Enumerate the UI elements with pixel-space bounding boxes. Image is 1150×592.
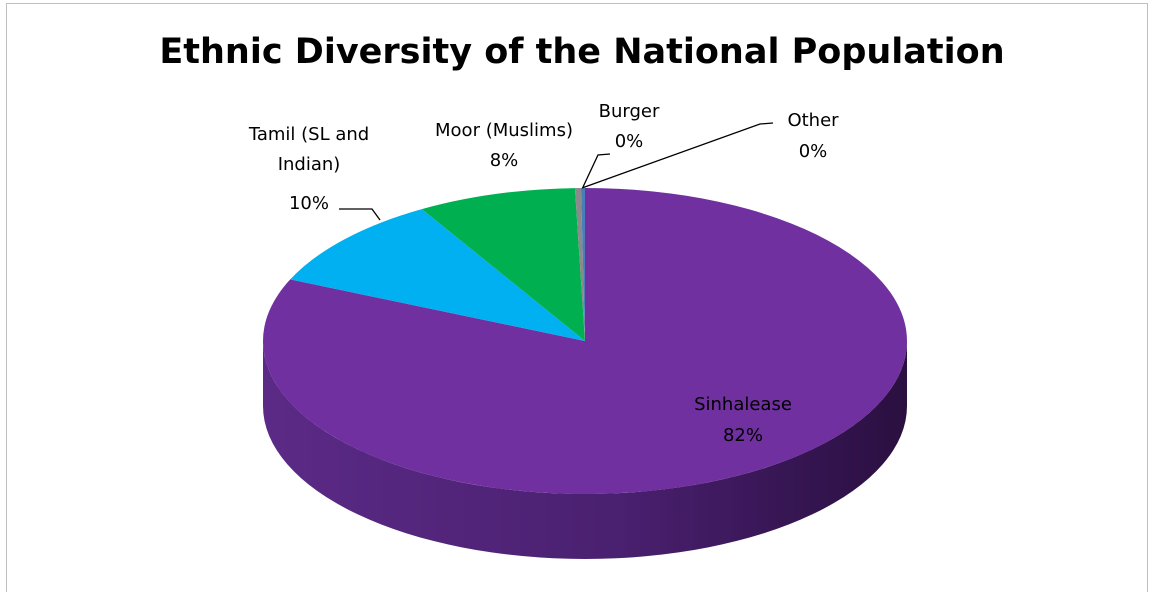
slice-value-sinhalease: 82% bbox=[723, 425, 763, 446]
slice-value-burger: 0% bbox=[615, 131, 644, 152]
pie-slice-tamil-sl-and-indian- bbox=[290, 209, 585, 341]
slice-label-burger: Burger bbox=[599, 101, 660, 122]
leader-line-tamil-sl-and-indian- bbox=[339, 208, 381, 221]
pie-slice-moor-muslims- bbox=[421, 188, 585, 341]
pie-slice-burger bbox=[574, 188, 585, 341]
leader-line-burger bbox=[582, 153, 611, 188]
slice-value-moor-muslims-: 8% bbox=[490, 150, 519, 171]
slice-labels: Sinhalease 82% Tamil (SL and Indian) 10% Moor… bbox=[248, 101, 839, 446]
leader-lines bbox=[339, 122, 774, 221]
pie-side-layer bbox=[263, 341, 907, 559]
slice-value-other: 0% bbox=[799, 141, 828, 162]
chart-frame bbox=[6, 3, 1148, 592]
leader-line-other bbox=[581, 122, 774, 189]
slice-label-tamil-sl-and-indian-: Indian) bbox=[278, 154, 341, 175]
slice-label-moor-muslims-: Moor (Muslims) bbox=[435, 120, 573, 141]
slice-label-tamil-sl-and-indian-: Tamil (SL and bbox=[248, 124, 369, 145]
chart-title: Ethnic Diversity of the National Populat… bbox=[159, 32, 1005, 72]
pie-slice-other bbox=[580, 188, 585, 341]
slice-value-tamil-sl-and-indian-: 10% bbox=[289, 193, 329, 214]
slice-label-sinhalease: Sinhalease bbox=[694, 394, 792, 415]
pie-slice-sinhalease bbox=[262, 188, 907, 495]
pie-top-layer bbox=[262, 188, 907, 495]
pie-side-sinhalease bbox=[263, 341, 907, 559]
slice-label-other: Other bbox=[787, 110, 839, 131]
